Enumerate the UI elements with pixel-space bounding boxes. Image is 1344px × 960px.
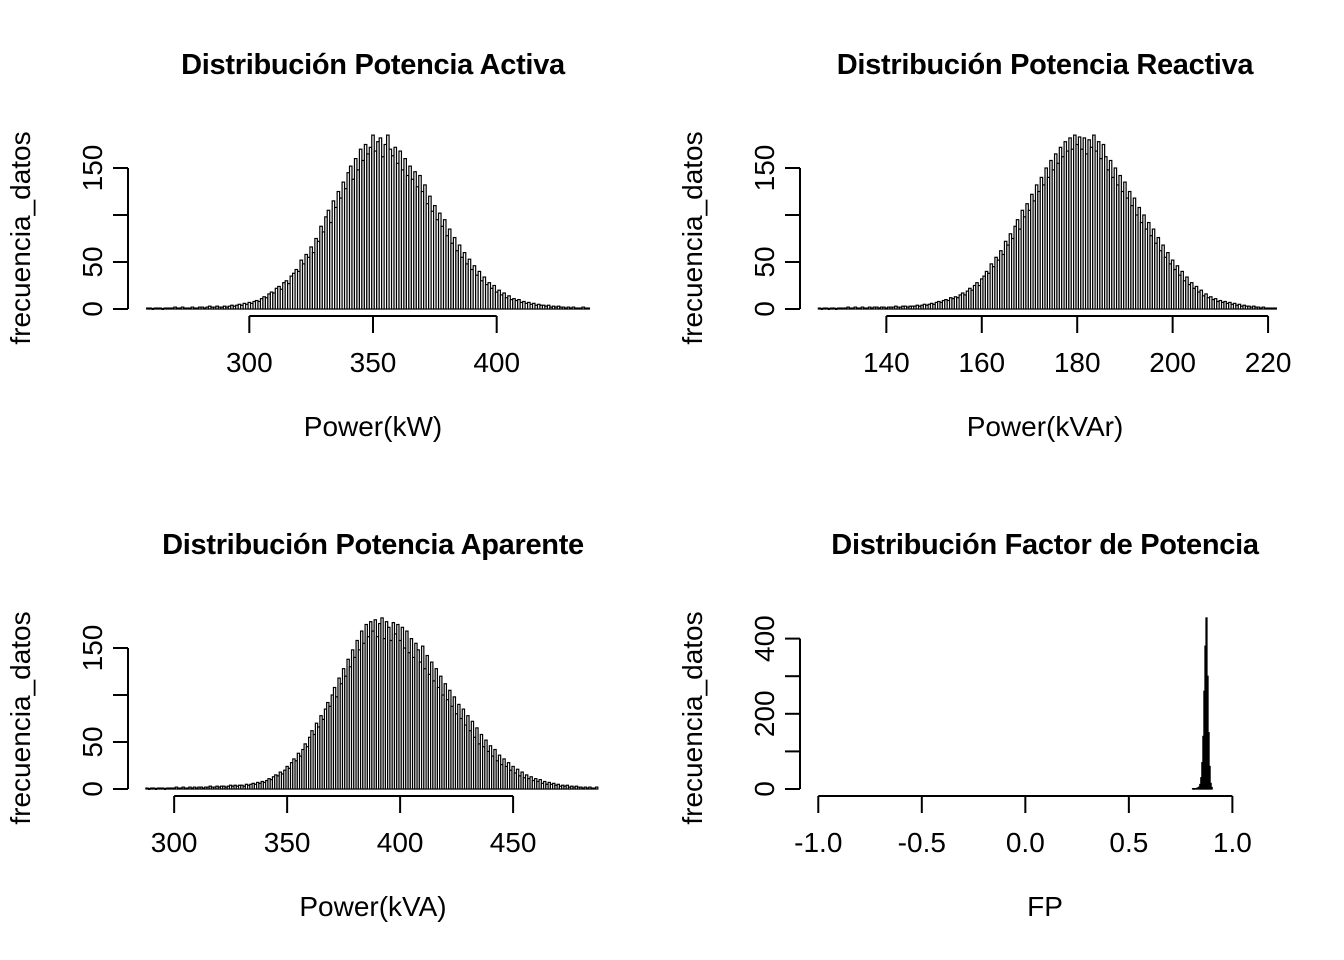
x-tick-label: 180 [1054,347,1101,378]
axes: 140 160 180 200 220 0 50 150 [749,145,1291,378]
histogram-bar [594,786,599,790]
x-tick-label: 1.0 [1213,827,1252,858]
y-tick-label: 50 [77,246,108,277]
x-tick-label: 0.5 [1109,827,1148,858]
histogram-bars [817,134,1278,310]
x-axis-title: FP [1027,891,1063,922]
x-tick-label: 220 [1245,347,1292,378]
x-tick-label: 200 [1149,347,1196,378]
y-tick-label: 0 [77,301,108,317]
y-tick-label: 200 [749,690,780,737]
y-tick-label: 150 [77,145,108,192]
panel-title: Distribución Potencia Activa [181,49,566,81]
y-axis-title: frecuencia_datos [677,611,708,824]
histogram-plot-potencia-reactiva: Distribución Potencia Reactiva Power(kVA… [677,49,1291,442]
axes: -1.0 -0.5 0.0 0.5 1.0 0 200 400 [749,615,1252,858]
x-axis-title: Power(kW) [304,411,442,442]
y-tick-label: 50 [749,246,780,277]
histogram-plot-potencia-activa: Distribución Potencia Activa Power(kW) f… [5,49,591,442]
x-tick-label: 400 [377,827,424,858]
histogram-panel-potencia-aparente: Distribución Potencia Aparente Power(kVA… [0,480,672,960]
x-axis-title: Power(kVAr) [967,411,1124,442]
axes: 300 350 400 0 50 150 [77,145,520,378]
panel-title: Distribución Potencia Aparente [162,529,584,561]
histogram-bar [824,307,829,310]
histogram-bar [817,307,822,310]
histogram-plot-factor-de-potencia: Distribución Factor de Potencia FP frecu… [677,529,1260,922]
x-tick-label: -0.5 [898,827,946,858]
x-axis-title: Power(kVA) [299,891,446,922]
x-tick-label: 160 [958,347,1005,378]
y-axis-title: frecuencia_datos [5,611,36,824]
histogram-bar [586,307,591,310]
histogram-bar [1273,307,1278,310]
panel-title: Distribución Factor de Potencia [831,529,1260,561]
histogram-bar [158,307,163,310]
x-tick-label: 140 [863,347,910,378]
histogram-bar [832,307,836,310]
histogram-panel-potencia-activa: Distribución Potencia Activa Power(kW) f… [0,0,672,480]
y-axis-title: frecuencia_datos [5,131,36,344]
x-tick-label: 0.0 [1006,827,1045,858]
x-tick-label: 300 [151,827,198,858]
y-tick-label: 150 [749,145,780,192]
histogram-bar [1210,786,1213,790]
x-tick-label: 350 [350,347,397,378]
x-tick-label: 300 [226,347,273,378]
y-tick-label: 150 [77,625,108,672]
histogram-bars [145,617,599,790]
y-axis-title: frecuencia_datos [677,131,708,344]
x-tick-label: 450 [490,827,537,858]
histogram-panel-potencia-reactiva: Distribución Potencia Reactiva Power(kVA… [672,0,1344,480]
y-tick-label: 0 [749,781,780,797]
histogram-bar [161,787,165,790]
x-tick-label: -1.0 [794,827,842,858]
histogram-bars [1191,617,1213,790]
y-tick-label: 400 [749,615,780,662]
y-tick-label: 50 [77,726,108,757]
panel-title: Distribución Potencia Reactiva [837,49,1255,81]
y-tick-label: 0 [77,781,108,797]
histogram-panel-factor-de-potencia: Distribución Factor de Potencia FP frecu… [672,480,1344,960]
histogram-bar [152,787,156,790]
histogram-bar [148,307,153,310]
x-tick-label: 350 [264,827,311,858]
histogram-bar [145,787,149,790]
x-tick-label: 400 [473,347,520,378]
histogram-bars [146,134,591,310]
axes: 300 350 400 450 0 50 150 [77,625,536,858]
histogram-plot-potencia-aparente: Distribución Potencia Aparente Power(kVA… [5,529,599,922]
y-tick-label: 0 [749,301,780,317]
